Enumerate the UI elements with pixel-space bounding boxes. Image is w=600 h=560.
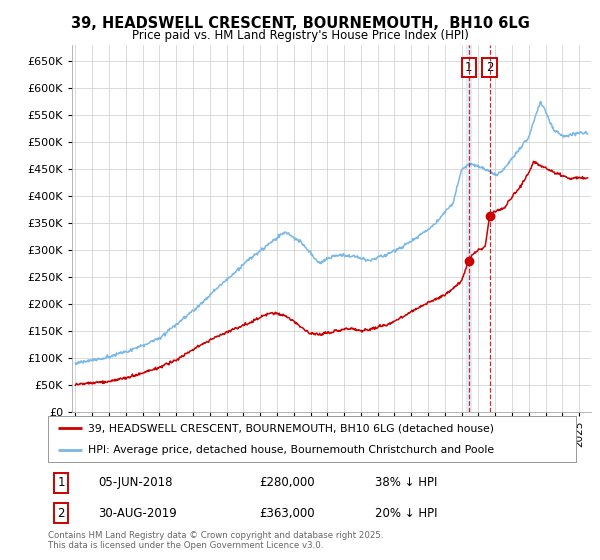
Text: £280,000: £280,000 [259, 477, 315, 489]
Text: Price paid vs. HM Land Registry's House Price Index (HPI): Price paid vs. HM Land Registry's House … [131, 29, 469, 42]
Text: 20% ↓ HPI: 20% ↓ HPI [376, 507, 438, 520]
Text: 39, HEADSWELL CRESCENT, BOURNEMOUTH, BH10 6LG (detached house): 39, HEADSWELL CRESCENT, BOURNEMOUTH, BH1… [88, 423, 494, 433]
Text: 38% ↓ HPI: 38% ↓ HPI [376, 477, 438, 489]
Text: 2: 2 [58, 507, 65, 520]
Text: 30-AUG-2019: 30-AUG-2019 [98, 507, 177, 520]
Text: £363,000: £363,000 [259, 507, 315, 520]
Text: Contains HM Land Registry data © Crown copyright and database right 2025.
This d: Contains HM Land Registry data © Crown c… [48, 531, 383, 550]
Text: 1: 1 [465, 61, 473, 74]
Bar [466, 45, 472, 412]
Text: 39, HEADSWELL CRESCENT, BOURNEMOUTH,  BH10 6LG: 39, HEADSWELL CRESCENT, BOURNEMOUTH, BH1… [71, 16, 529, 31]
Text: 2: 2 [486, 61, 493, 74]
Text: 05-JUN-2018: 05-JUN-2018 [98, 477, 173, 489]
Text: HPI: Average price, detached house, Bournemouth Christchurch and Poole: HPI: Average price, detached house, Bour… [88, 445, 494, 455]
Text: 1: 1 [58, 477, 65, 489]
